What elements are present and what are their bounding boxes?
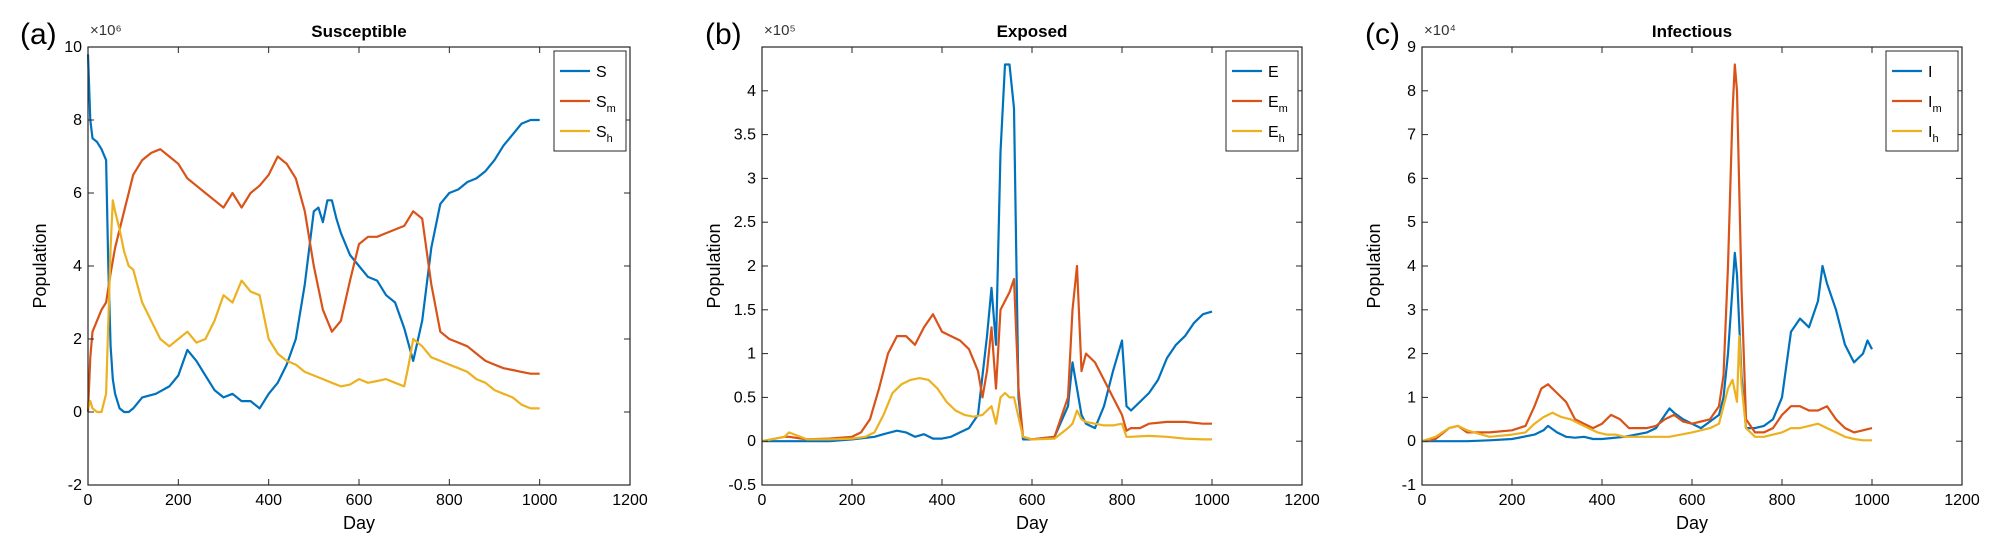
x-tick-label: 800	[436, 492, 463, 509]
y-tick-label: 7	[1407, 127, 1416, 144]
series-line-S	[86, 54, 540, 414]
x-tick-label: 600	[1019, 492, 1046, 509]
x-tick-label: 0	[758, 492, 767, 509]
series-line-I	[1422, 251, 1873, 443]
x-tick-label: 0	[1418, 492, 1427, 509]
y-tick-label: 8	[73, 112, 82, 129]
series-lines	[86, 54, 540, 414]
y-tick-label: 2	[1407, 346, 1416, 363]
x-tick-label: 1000	[1854, 492, 1890, 509]
x-tick-label: 1000	[1194, 492, 1230, 509]
y-axis-label: Population	[704, 223, 724, 308]
chart-panel-2: 0 200 400 600 800 1000 1200-0.500.511.522.533.…	[704, 18, 1320, 533]
x-tick-label: 200	[165, 492, 192, 509]
y-tick-label: 4	[1407, 258, 1416, 275]
y-tick-label: 1.5	[734, 302, 756, 319]
x-axis-label: Day	[343, 513, 375, 533]
x-tick-label: 800	[1769, 492, 1796, 509]
y-axis-label: Population	[30, 223, 50, 308]
x-tick-label: 600	[1679, 492, 1706, 509]
y-tick-label: 10	[64, 39, 82, 56]
y-tick-label: 3	[747, 170, 756, 187]
y-tick-label: 4	[73, 258, 82, 275]
y-tick-label: 2.5	[734, 214, 756, 231]
x-axis-label: Day	[1016, 513, 1048, 533]
y-tick-label: 2	[747, 258, 756, 275]
panel-label: (a)	[20, 18, 57, 51]
y-tick-label: 1	[1407, 389, 1416, 406]
chart-title: Infectious	[1652, 22, 1732, 41]
x-tick-label: 0	[84, 492, 93, 509]
y-axis-label: Population	[1364, 223, 1384, 308]
x-tick-label: 800	[1109, 492, 1136, 509]
x-tick-label: 1200	[1284, 492, 1320, 509]
panel-label: (b)	[705, 18, 742, 51]
x-tick-label: 1000	[522, 492, 558, 509]
legend-label: E	[1268, 64, 1279, 81]
y-tick-label: -0.5	[728, 477, 756, 494]
series-line-E	[762, 63, 1213, 443]
x-tick-label: 1200	[612, 492, 648, 509]
x-tick-label: 400	[255, 492, 282, 509]
legend-label: Ih	[1928, 124, 1939, 145]
series-line-Em	[761, 264, 1212, 443]
y-tick-label: 3	[1407, 302, 1416, 319]
x-tick-label: 1200	[1944, 492, 1980, 509]
y-tick-label: 8	[1407, 83, 1416, 100]
y-tick-label: 5	[1407, 214, 1416, 231]
y-tick-label: -1	[1402, 477, 1416, 494]
x-tick-label: 400	[1589, 492, 1616, 509]
chart-title: Exposed	[997, 22, 1068, 41]
x-tick-label: 200	[839, 492, 866, 509]
series-line-Sh	[86, 199, 540, 414]
y-tick-label: 1	[747, 346, 756, 363]
y-tick-label: 4	[747, 83, 756, 100]
series-lines	[761, 63, 1213, 443]
axis-exponent: ×10⁵	[764, 22, 796, 39]
series-line-Im	[1421, 63, 1873, 443]
y-tick-label: 6	[73, 185, 82, 202]
legend-label: S	[596, 64, 607, 81]
y-tick-label: 0	[1407, 433, 1416, 450]
y-tick-label: 2	[73, 331, 82, 348]
chart-title: Susceptible	[311, 22, 406, 41]
x-tick-label: 400	[929, 492, 956, 509]
y-tick-label: 6	[1407, 170, 1416, 187]
series-line-Ih	[1421, 335, 1872, 443]
plot-area	[762, 47, 1302, 485]
legend-label: I	[1928, 64, 1932, 81]
axis-exponent: ×10⁶	[90, 22, 122, 39]
series-lines	[1421, 63, 1873, 443]
x-tick-label: 200	[1499, 492, 1526, 509]
x-axis-label: Day	[1676, 513, 1708, 533]
panel-label: (c)	[1365, 18, 1400, 51]
y-tick-label: 3.5	[734, 127, 756, 144]
series-line-Sm	[86, 148, 540, 413]
y-tick-label: 0	[747, 433, 756, 450]
series-line-Eh	[761, 377, 1212, 443]
y-tick-label: 0	[73, 404, 82, 421]
axis-exponent: ×10⁴	[1424, 22, 1456, 39]
y-tick-label: 9	[1407, 39, 1416, 56]
y-tick-label: -2	[68, 477, 82, 494]
plot-area	[1422, 47, 1962, 485]
y-tick-label: 0.5	[734, 389, 756, 406]
x-tick-label: 600	[346, 492, 373, 509]
